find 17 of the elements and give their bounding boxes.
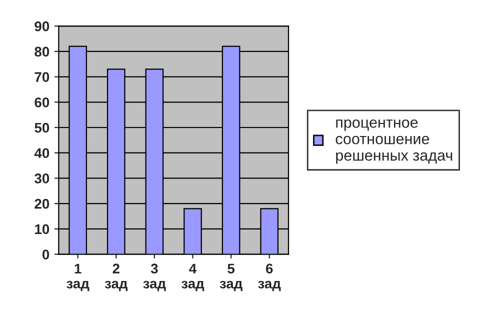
x-tick-label: 4 зад (181, 264, 204, 292)
y-tick-label: 10 (35, 224, 50, 234)
x-tick-label: 2 зад (104, 264, 128, 292)
y-tick-label: 0 (42, 250, 50, 260)
y-tick-label: 20 (34, 198, 50, 209)
y-tick-label: 50 (34, 122, 50, 133)
y-tick-label: 60 (34, 97, 50, 108)
y-tick-label: 80 (34, 46, 50, 57)
y-tick-label: 30 (34, 174, 50, 184)
y-tick-label: 40 (34, 148, 50, 158)
y-tick-label: 90 (34, 21, 50, 32)
legend-label: процентное соотношение решенных задач (336, 119, 452, 164)
x-tick-label: 3 зад (143, 264, 166, 292)
y-tick-label: 70 (34, 72, 50, 82)
x-tick-label: 5 зад (220, 264, 242, 292)
x-tick-label: 1 зад (66, 264, 90, 292)
x-tick-label: 6 зад (258, 264, 281, 292)
